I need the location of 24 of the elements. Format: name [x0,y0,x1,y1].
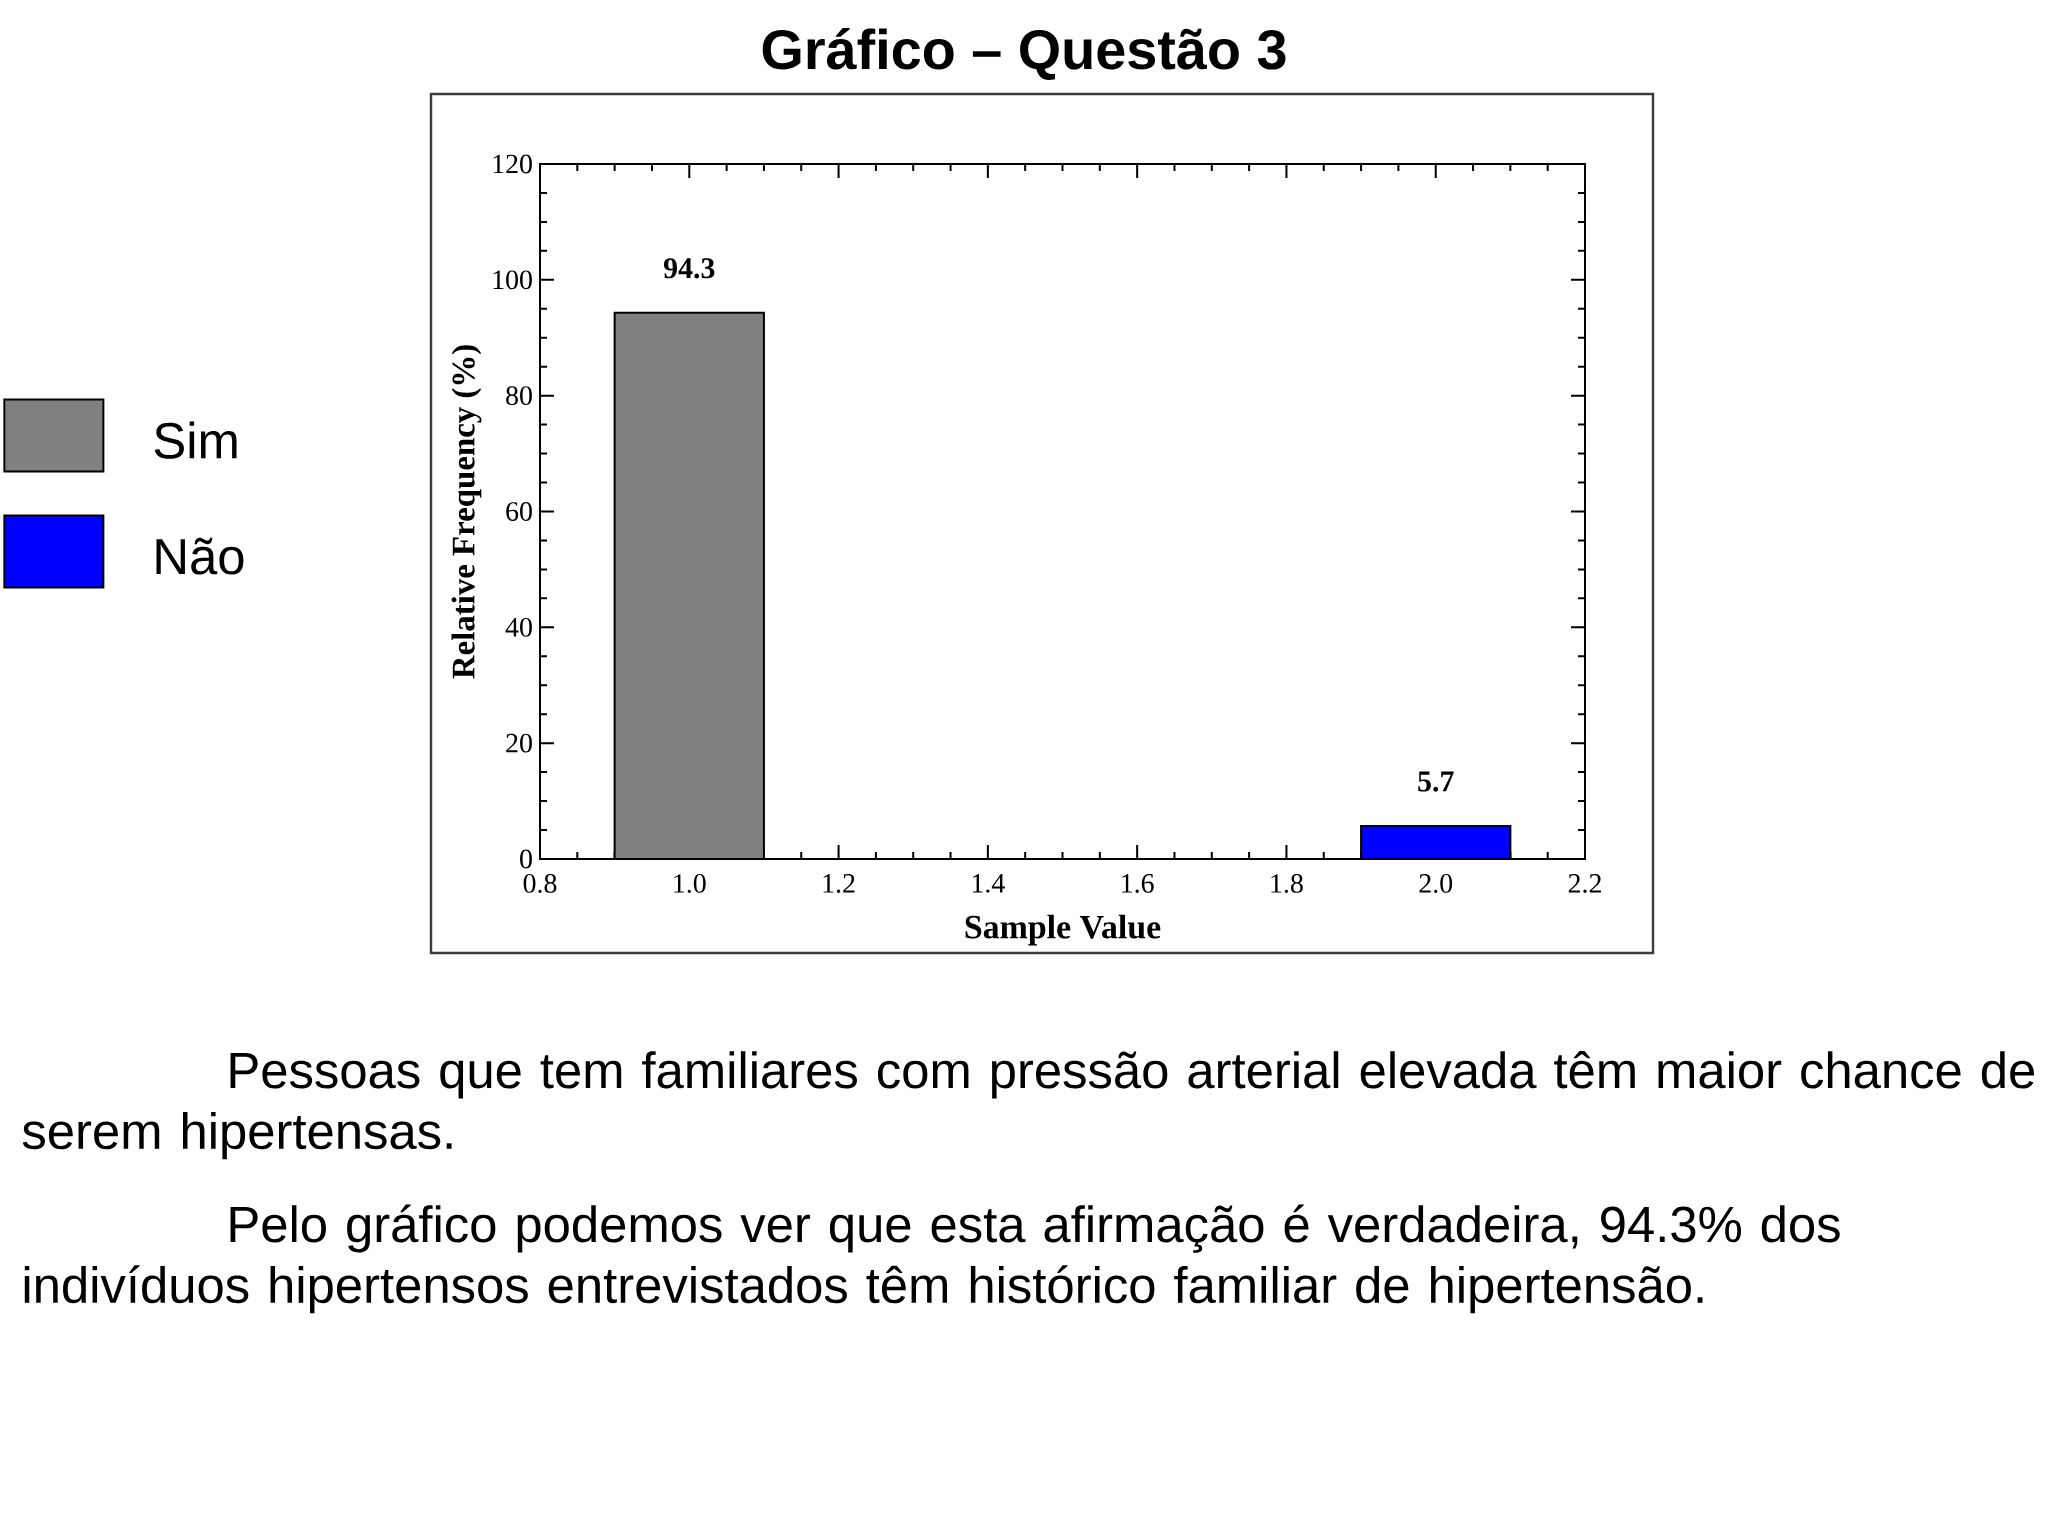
text: Pessoas que tem familiares com pressão arterial elevada têm maior chance de serem hipertensas. [22,1050,2035,1160]
legend-label: Não [156,537,244,575]
x-tick-label: 1.2 [823,874,855,893]
y-tick-label: 80 [506,386,532,406]
x-tick-label: 2.2 [1568,874,1601,893]
x-tick-label: 1.0 [674,874,706,893]
x-axis-title: Sample Value [965,914,1161,946]
text: Pelo gráfico podemos ver que esta afirmação é verdadeira, 94.3% dos indivíduos hipertensos entrevistados têm histórico familiar de hipertensão. [24,1204,1840,1314]
y-tick-label: 100 [493,270,532,290]
y-tick-label: 20 [506,733,532,753]
data-label: 94.3 [663,258,715,279]
x-tick-label: 1.6 [1122,874,1154,893]
legend-label: Sim [154,421,237,459]
chart-title: Gráfico – Questão 3 [762,28,1286,80]
data-label: 5.7 [1418,771,1454,792]
y-axis-title: Relative Frequency (%) [451,345,482,679]
y-tick-label: 0 [520,849,532,869]
y-tick-label: 60 [506,502,532,521]
y-tick-label: 120 [493,154,532,174]
x-tick-label: 2.0 [1419,874,1453,893]
x-tick-label: 1.4 [972,874,1005,893]
x-tick-label: 1.8 [1271,874,1303,893]
y-tick-label: 40 [505,617,532,637]
x-tick-label: 0.8 [523,874,557,893]
